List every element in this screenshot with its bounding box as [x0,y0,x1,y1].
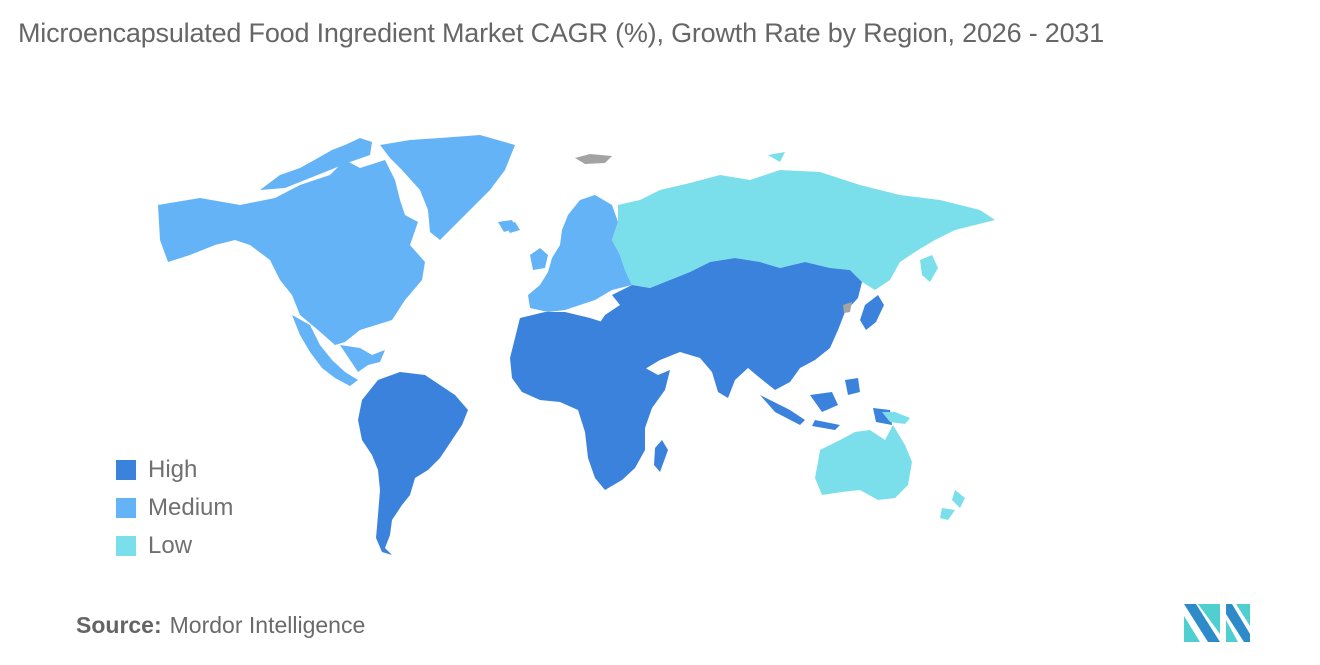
mordor-intelligence-logo-icon [1184,604,1250,642]
legend-swatch-low [116,536,136,556]
legend-item-medium: Medium [116,489,233,527]
legend: High Medium Low [116,451,233,565]
legend-swatch-medium [116,498,136,518]
source-value: Mordor Intelligence [169,612,366,638]
source-label: Source: [76,612,162,638]
chart-title: Microencapsulated Food Ingredient Market… [18,18,1105,48]
region-europe [505,195,632,312]
region-africa [510,312,670,490]
region-asia [595,258,892,430]
legend-item-low: Low [116,527,233,565]
legend-item-high: High [116,451,233,489]
region-russia [612,152,995,290]
region-south-america [358,372,468,555]
source-line: Source: Mordor Intelligence [76,612,365,639]
legend-label: Medium [148,494,234,521]
region-north-america [158,135,516,386]
legend-label: Low [148,532,193,559]
region-oceania [815,412,965,520]
region-no-data [575,154,852,313]
legend-swatch-high [116,460,136,480]
legend-label: High [148,456,198,483]
